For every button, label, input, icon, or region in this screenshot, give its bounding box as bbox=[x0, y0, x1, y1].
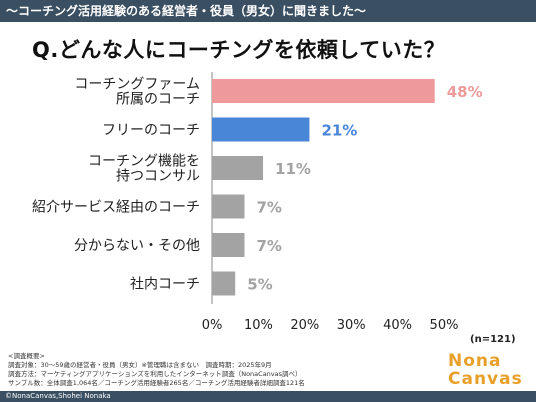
survey-heading: <調査概要> bbox=[8, 352, 45, 360]
bar-3 bbox=[212, 194, 245, 219]
category-label-5-0: 社内コーチ bbox=[130, 277, 200, 293]
x-tick-label-2: 20% bbox=[290, 318, 319, 333]
question-title: Q.どんな人にコーチングを依頼していた？ bbox=[32, 38, 446, 62]
category-label-3-0: 紹介サービス経由のコーチ bbox=[32, 200, 200, 216]
value-label-1: 21% bbox=[321, 122, 357, 140]
category-label-2-1: 持つコンサル bbox=[116, 169, 200, 185]
top-banner: 〜コーチング活用経験のある経営者・役員（男女）に聞きました〜 bbox=[0, 0, 536, 22]
category-label-0-1: 所属のコーチ bbox=[116, 92, 200, 108]
value-label-5: 5% bbox=[247, 276, 272, 294]
value-label-2: 11% bbox=[275, 160, 311, 178]
bar-0 bbox=[212, 79, 435, 103]
survey-overview: <調査概要> 調査対象：30〜59歳の経営者・役員（男女）※管理職は含まない 調… bbox=[8, 352, 438, 388]
value-label-4: 7% bbox=[256, 237, 281, 255]
survey-line-method: 調査方法：マーケティングアプリケーションズを利用したインターネット調査（Nona… bbox=[8, 370, 302, 378]
bar-2 bbox=[212, 156, 264, 180]
bar-5 bbox=[212, 271, 236, 296]
value-label-3: 7% bbox=[256, 199, 281, 217]
survey-line-target: 調査対象：30〜59歳の経営者・役員（男女）※管理職は含まない 調査時期：202… bbox=[8, 361, 272, 369]
category-label-2-0: コーチング機能を bbox=[88, 154, 200, 170]
bar-1 bbox=[212, 117, 310, 142]
logo-line-1: Nona bbox=[448, 351, 502, 371]
x-tick-label-3: 30% bbox=[337, 318, 366, 333]
survey-line-sample: サンプル数：全体調査1,064名／コーチング活用経験者265名／コーチング活用経… bbox=[8, 379, 305, 387]
x-tick-label-0: 0% bbox=[202, 318, 223, 333]
nonacanvas-logo: Nona Canvas bbox=[448, 352, 528, 392]
bar-4 bbox=[212, 233, 245, 257]
logo-line-2: Canvas bbox=[448, 369, 523, 389]
value-label-0: 48% bbox=[447, 83, 483, 101]
category-label-1-0: フリーのコーチ bbox=[102, 123, 200, 139]
copyright-footer: ©NonaCanvas,Shohei Nonaka bbox=[0, 391, 536, 402]
x-tick-label-4: 40% bbox=[383, 318, 412, 333]
category-label-4-0: 分からない・その他 bbox=[74, 238, 200, 254]
x-tick-label-1: 10% bbox=[244, 318, 273, 333]
x-tick-label-5: 50% bbox=[430, 318, 459, 333]
category-label-0-0: コーチングファーム bbox=[74, 77, 200, 93]
sample-size-note: (n=121) bbox=[470, 334, 516, 345]
